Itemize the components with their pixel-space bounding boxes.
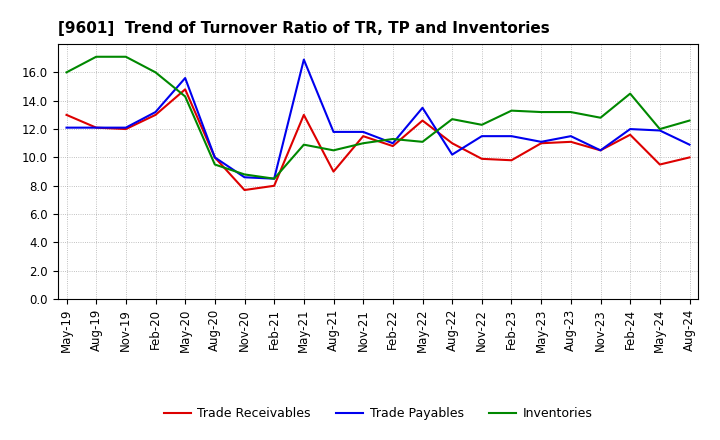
Inventories <box>151 70 160 75</box>
Trade Payables <box>477 133 486 139</box>
Trade Payables <box>181 75 189 81</box>
Trade Receivables <box>418 118 427 123</box>
Trade Receivables <box>92 125 101 130</box>
Inventories <box>626 91 634 96</box>
Inventories <box>359 141 367 146</box>
Inventories <box>507 108 516 113</box>
Trade Payables <box>92 125 101 130</box>
Trade Payables <box>122 125 130 130</box>
Inventories <box>448 117 456 122</box>
Trade Payables <box>685 142 694 147</box>
Trade Receivables <box>655 162 664 167</box>
Trade Receivables <box>210 155 219 160</box>
Trade Payables <box>448 152 456 157</box>
Inventories <box>210 162 219 167</box>
Trade Receivables <box>477 156 486 161</box>
Inventories <box>418 139 427 144</box>
Trade Receivables <box>359 133 367 139</box>
Trade Payables <box>537 139 546 144</box>
Trade Payables <box>596 148 605 153</box>
Inventories <box>300 142 308 147</box>
Trade Payables <box>655 128 664 133</box>
Inventories <box>92 54 101 59</box>
Trade Receivables <box>389 143 397 149</box>
Trade Payables <box>151 110 160 115</box>
Inventories <box>240 172 249 177</box>
Trade Receivables <box>567 139 575 144</box>
Trade Receivables <box>329 169 338 174</box>
Trade Payables <box>626 126 634 132</box>
Inventories <box>389 136 397 142</box>
Trade Payables <box>389 141 397 146</box>
Inventories <box>270 176 279 181</box>
Trade Receivables <box>448 141 456 146</box>
Trade Payables <box>62 125 71 130</box>
Trade Receivables <box>122 126 130 132</box>
Trade Receivables <box>300 112 308 117</box>
Legend: Trade Receivables, Trade Payables, Inventories: Trade Receivables, Trade Payables, Inven… <box>158 403 598 425</box>
Trade Receivables <box>151 112 160 117</box>
Trade Receivables <box>240 187 249 193</box>
Inventories <box>477 122 486 128</box>
Trade Payables <box>270 176 279 181</box>
Trade Receivables <box>270 183 279 188</box>
Trade Payables <box>507 133 516 139</box>
Trade Receivables <box>537 141 546 146</box>
Inventories <box>567 110 575 115</box>
Trade Receivables <box>181 87 189 92</box>
Inventories <box>181 94 189 99</box>
Trade Payables <box>418 105 427 110</box>
Trade Payables <box>359 129 367 135</box>
Trade Payables <box>300 57 308 62</box>
Line: Trade Receivables: Trade Receivables <box>66 89 690 190</box>
Inventories <box>596 115 605 121</box>
Trade Receivables <box>685 155 694 160</box>
Inventories <box>122 54 130 59</box>
Inventories <box>655 126 664 132</box>
Line: Trade Payables: Trade Payables <box>66 59 690 179</box>
Inventories <box>62 70 71 75</box>
Line: Inventories: Inventories <box>66 57 690 179</box>
Trade Payables <box>240 175 249 180</box>
Trade Receivables <box>62 112 71 117</box>
Text: [9601]  Trend of Turnover Ratio of TR, TP and Inventories: [9601] Trend of Turnover Ratio of TR, TP… <box>58 21 549 36</box>
Trade Receivables <box>596 148 605 153</box>
Inventories <box>537 110 546 115</box>
Trade Payables <box>567 133 575 139</box>
Trade Receivables <box>507 158 516 163</box>
Inventories <box>685 118 694 123</box>
Trade Payables <box>329 129 338 135</box>
Trade Payables <box>210 155 219 160</box>
Trade Receivables <box>626 132 634 137</box>
Inventories <box>329 148 338 153</box>
